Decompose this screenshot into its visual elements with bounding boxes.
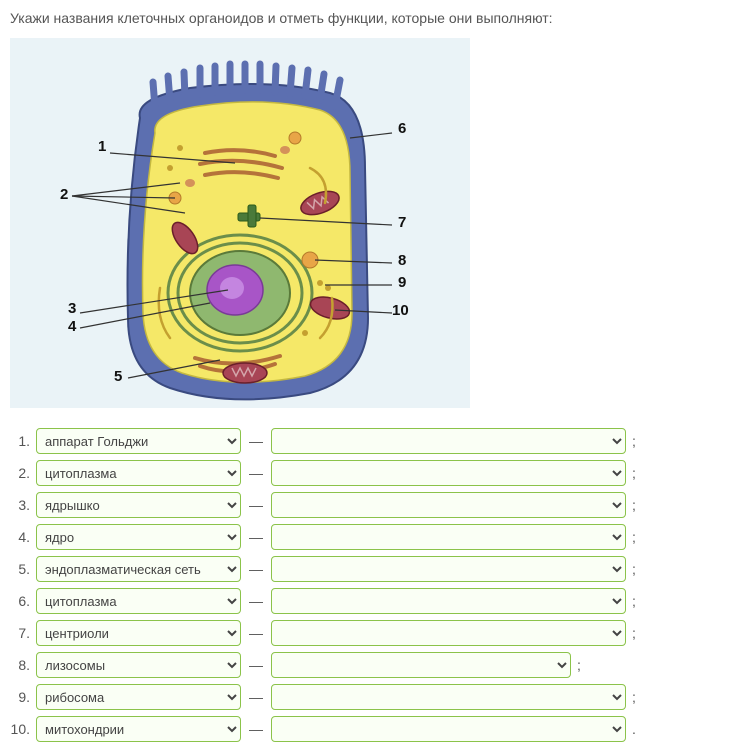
dash-separator: — bbox=[247, 561, 265, 577]
organelle-select[interactable]: митохондрии bbox=[36, 716, 241, 742]
function-select[interactable] bbox=[271, 428, 626, 454]
diagram-label-6: 6 bbox=[398, 120, 406, 137]
dash-separator: — bbox=[247, 433, 265, 449]
answer-row: 1. аппарат Гольджи — ; bbox=[10, 428, 741, 454]
answer-row: 5. эндоплазматическая сеть — ; bbox=[10, 556, 741, 582]
dash-separator: — bbox=[247, 497, 265, 513]
dash-separator: — bbox=[247, 657, 265, 673]
dash-separator: — bbox=[247, 529, 265, 545]
organelle-select[interactable]: ядрышко bbox=[36, 492, 241, 518]
row-terminator: ; bbox=[632, 625, 636, 641]
organelle-select[interactable]: центриоли bbox=[36, 620, 241, 646]
diagram-label-10: 10 bbox=[392, 302, 409, 319]
row-terminator: ; bbox=[632, 593, 636, 609]
dash-separator: — bbox=[247, 593, 265, 609]
diagram-label-3: 3 bbox=[68, 300, 76, 317]
row-terminator: ; bbox=[632, 561, 636, 577]
row-terminator: ; bbox=[632, 529, 636, 545]
diagram-label-7: 7 bbox=[398, 214, 406, 231]
answer-row: 4. ядро — ; bbox=[10, 524, 741, 550]
row-terminator: . bbox=[632, 721, 636, 737]
function-select[interactable] bbox=[271, 620, 626, 646]
function-select[interactable] bbox=[271, 524, 626, 550]
organelle-select[interactable]: рибосома bbox=[36, 684, 241, 710]
diagram-label-8: 8 bbox=[398, 252, 406, 269]
function-select[interactable] bbox=[271, 556, 626, 582]
row-number: 1. bbox=[10, 433, 30, 449]
function-select[interactable] bbox=[271, 492, 626, 518]
answer-row: 6. цитоплазма — ; bbox=[10, 588, 741, 614]
answer-row: 7. центриоли — ; bbox=[10, 620, 741, 646]
organelle-select[interactable]: лизосомы bbox=[36, 652, 241, 678]
answer-row: 2. цитоплазма — ; bbox=[10, 460, 741, 486]
organelle-select[interactable]: ядро bbox=[36, 524, 241, 550]
diagram-label-9: 9 bbox=[398, 274, 406, 291]
diagram-label-1: 1 bbox=[98, 138, 106, 155]
answer-row: 10. митохондрии — . bbox=[10, 716, 741, 742]
diagram-label-2: 2 bbox=[60, 186, 68, 203]
row-number: 7. bbox=[10, 625, 30, 641]
organelle-select[interactable]: цитоплазма bbox=[36, 460, 241, 486]
answer-rows: 1. аппарат Гольджи — ; 2. цитоплазма — ; 3. ядр… bbox=[10, 428, 741, 742]
dash-separator: — bbox=[247, 465, 265, 481]
function-select[interactable] bbox=[271, 460, 626, 486]
organelle-select[interactable]: цитоплазма bbox=[36, 588, 241, 614]
row-terminator: ; bbox=[577, 657, 581, 673]
function-select[interactable] bbox=[271, 684, 626, 710]
row-number: 10. bbox=[10, 721, 30, 737]
answer-row: 3. ядрышко — ; bbox=[10, 492, 741, 518]
row-terminator: ; bbox=[632, 689, 636, 705]
row-number: 2. bbox=[10, 465, 30, 481]
row-number: 3. bbox=[10, 497, 30, 513]
row-number: 6. bbox=[10, 593, 30, 609]
row-number: 8. bbox=[10, 657, 30, 673]
row-number: 5. bbox=[10, 561, 30, 577]
organelle-select[interactable]: эндоплазматическая сеть bbox=[36, 556, 241, 582]
cell-diagram: 1 2 3 4 5 6 7 8 9 10 bbox=[10, 38, 470, 408]
row-terminator: ; bbox=[632, 433, 636, 449]
dash-separator: — bbox=[247, 689, 265, 705]
function-select[interactable] bbox=[271, 716, 626, 742]
diagram-label-4: 4 bbox=[68, 318, 76, 335]
row-terminator: ; bbox=[632, 465, 636, 481]
question-prompt: Укажи названия клеточных органоидов и от… bbox=[10, 10, 741, 26]
function-select[interactable] bbox=[271, 588, 626, 614]
diagram-label-5: 5 bbox=[114, 368, 122, 385]
row-number: 9. bbox=[10, 689, 30, 705]
answer-row: 9. рибосома — ; bbox=[10, 684, 741, 710]
dash-separator: — bbox=[247, 625, 265, 641]
dash-separator: — bbox=[247, 721, 265, 737]
row-terminator: ; bbox=[632, 497, 636, 513]
function-select[interactable] bbox=[271, 652, 571, 678]
answer-row: 8. лизосомы — ; bbox=[10, 652, 741, 678]
row-number: 4. bbox=[10, 529, 30, 545]
organelle-select[interactable]: аппарат Гольджи bbox=[36, 428, 241, 454]
